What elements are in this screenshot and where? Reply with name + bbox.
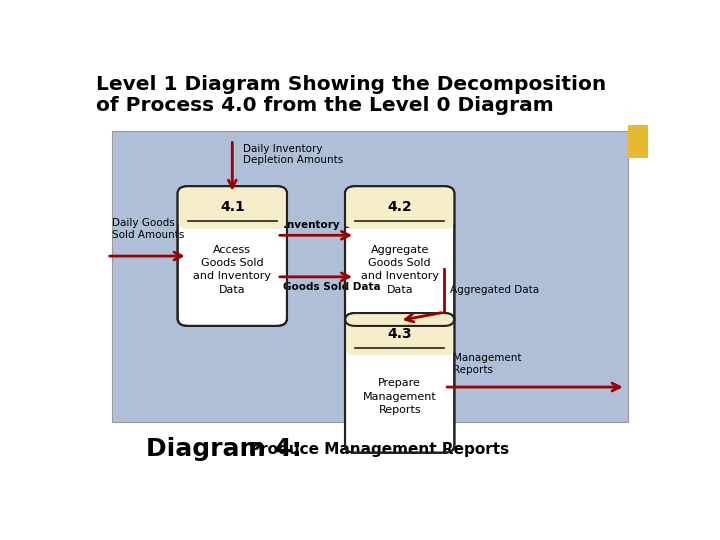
FancyBboxPatch shape bbox=[345, 186, 454, 326]
FancyBboxPatch shape bbox=[345, 186, 454, 228]
FancyBboxPatch shape bbox=[112, 131, 629, 422]
Text: of Process 4.0 from the Level 0 Diagram: of Process 4.0 from the Level 0 Diagram bbox=[96, 96, 554, 115]
FancyBboxPatch shape bbox=[345, 313, 454, 453]
FancyBboxPatch shape bbox=[629, 125, 648, 158]
Text: Daily Goods
Sold Amounts: Daily Goods Sold Amounts bbox=[112, 218, 185, 240]
Text: Aggregated Data: Aggregated Data bbox=[450, 285, 539, 295]
Text: Aggregate
Goods Sold
and Inventory
Data: Aggregate Goods Sold and Inventory Data bbox=[361, 245, 438, 295]
Text: Management
Reports: Management Reports bbox=[453, 353, 521, 375]
Text: 4.1: 4.1 bbox=[220, 200, 245, 214]
Text: Inventory Data: Inventory Data bbox=[282, 220, 371, 230]
Text: 4.3: 4.3 bbox=[387, 327, 412, 341]
FancyBboxPatch shape bbox=[178, 186, 287, 326]
Text: Produce Management Reports: Produce Management Reports bbox=[249, 442, 509, 457]
Text: Diagram 4:: Diagram 4: bbox=[145, 437, 302, 461]
FancyBboxPatch shape bbox=[178, 186, 287, 228]
Text: Prepare
Management
Reports: Prepare Management Reports bbox=[363, 379, 436, 415]
Text: Level 1 Diagram Showing the Decomposition: Level 1 Diagram Showing the Decompositio… bbox=[96, 75, 606, 94]
Text: Access
Goods Sold
and Inventory
Data: Access Goods Sold and Inventory Data bbox=[193, 245, 271, 295]
Text: Daily Inventory
Depletion Amounts: Daily Inventory Depletion Amounts bbox=[243, 144, 343, 165]
Text: 4.2: 4.2 bbox=[387, 200, 412, 214]
FancyBboxPatch shape bbox=[345, 313, 454, 355]
Text: Goods Sold Data: Goods Sold Data bbox=[282, 282, 380, 292]
